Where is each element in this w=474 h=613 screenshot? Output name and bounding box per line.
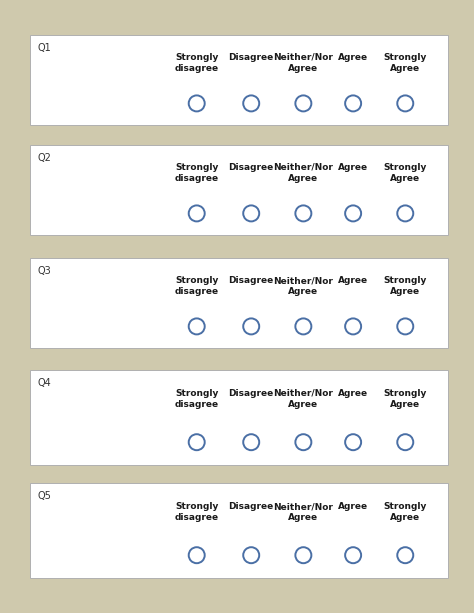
Ellipse shape [397, 547, 413, 563]
Ellipse shape [189, 318, 205, 335]
Bar [30, 370, 448, 465]
Text: Neither/Nor
Agree: Neither/Nor Agree [273, 389, 333, 409]
Text: Neither/Nor
Agree: Neither/Nor Agree [273, 163, 333, 183]
Ellipse shape [189, 96, 205, 112]
Text: Neither/Nor
Agree: Neither/Nor Agree [273, 276, 333, 295]
Text: Disagree: Disagree [228, 276, 274, 285]
Ellipse shape [243, 318, 259, 335]
Text: Strongly
Agree: Strongly Agree [383, 276, 427, 295]
Ellipse shape [243, 434, 259, 450]
Text: Agree: Agree [338, 276, 368, 285]
Ellipse shape [189, 434, 205, 450]
Ellipse shape [345, 434, 361, 450]
Text: Strongly
Agree: Strongly Agree [383, 53, 427, 73]
Bar [30, 35, 448, 125]
Ellipse shape [295, 318, 311, 335]
Text: Strongly
disagree: Strongly disagree [174, 276, 219, 295]
Ellipse shape [243, 96, 259, 112]
Ellipse shape [397, 205, 413, 221]
Ellipse shape [345, 205, 361, 221]
Ellipse shape [397, 96, 413, 112]
Text: Agree: Agree [338, 163, 368, 172]
Text: Agree: Agree [338, 502, 368, 511]
Text: Q5: Q5 [38, 491, 52, 501]
Ellipse shape [295, 547, 311, 563]
Ellipse shape [189, 547, 205, 563]
Text: Neither/Nor
Agree: Neither/Nor Agree [273, 502, 333, 522]
Ellipse shape [345, 318, 361, 335]
Text: Disagree: Disagree [228, 502, 274, 511]
Text: Strongly
Agree: Strongly Agree [383, 163, 427, 183]
Ellipse shape [189, 205, 205, 221]
Text: Q3: Q3 [38, 266, 52, 276]
Text: Q1: Q1 [38, 43, 52, 53]
Text: Disagree: Disagree [228, 53, 274, 62]
Bar [30, 483, 448, 578]
Text: Strongly
disagree: Strongly disagree [174, 163, 219, 183]
Text: Agree: Agree [338, 389, 368, 398]
Ellipse shape [345, 96, 361, 112]
Text: Strongly
disagree: Strongly disagree [174, 502, 219, 522]
Text: Q4: Q4 [38, 378, 52, 388]
Ellipse shape [295, 96, 311, 112]
Text: Strongly
disagree: Strongly disagree [174, 389, 219, 409]
Text: Q2: Q2 [38, 153, 52, 163]
Ellipse shape [295, 434, 311, 450]
Text: Strongly
Agree: Strongly Agree [383, 389, 427, 409]
Ellipse shape [397, 318, 413, 335]
Bar [30, 145, 448, 235]
Ellipse shape [345, 547, 361, 563]
Ellipse shape [243, 205, 259, 221]
Ellipse shape [243, 547, 259, 563]
Text: Strongly
disagree: Strongly disagree [174, 53, 219, 73]
Bar [30, 258, 448, 348]
Ellipse shape [397, 434, 413, 450]
Text: Disagree: Disagree [228, 163, 274, 172]
Text: Strongly
Agree: Strongly Agree [383, 502, 427, 522]
Text: Agree: Agree [338, 53, 368, 62]
Text: Neither/Nor
Agree: Neither/Nor Agree [273, 53, 333, 73]
Ellipse shape [295, 205, 311, 221]
Text: Disagree: Disagree [228, 389, 274, 398]
